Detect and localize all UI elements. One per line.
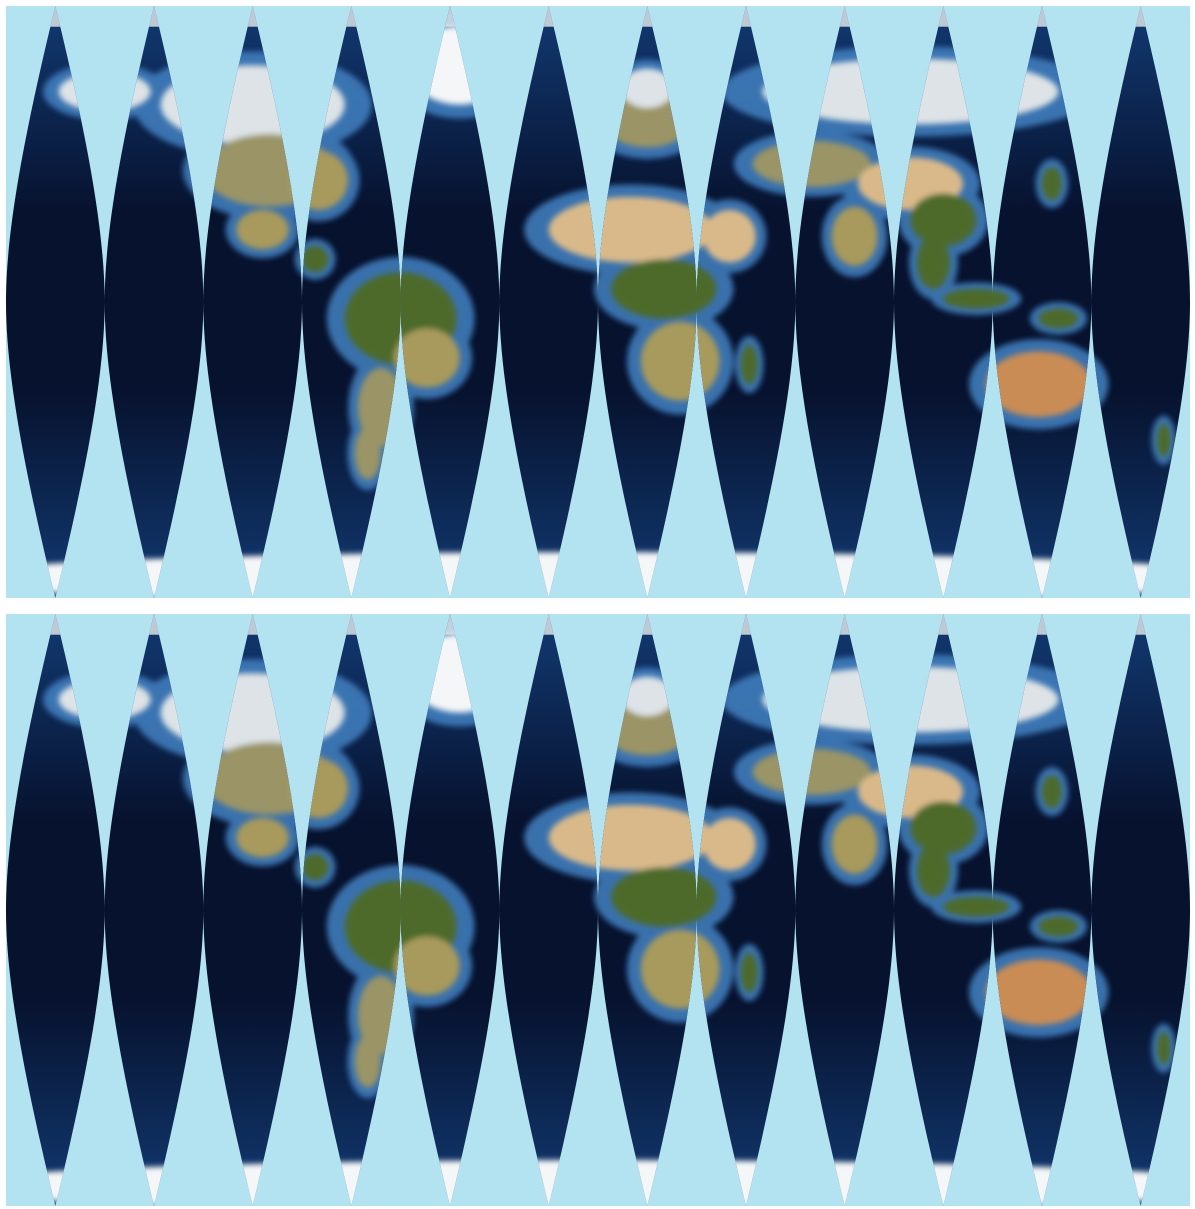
interrupted-gore-map-bottom	[6, 614, 1190, 1206]
land-mexico	[236, 817, 289, 858]
land-scandinavia	[621, 68, 674, 108]
land-indochina	[917, 844, 950, 897]
land-india	[831, 814, 878, 874]
land-borneo-sumatra	[943, 896, 1010, 917]
land-new-guinea	[1038, 916, 1079, 937]
land-borneo-sumatra	[943, 288, 1010, 309]
land-south-china	[910, 193, 977, 247]
land-brazil-south	[394, 328, 460, 388]
land-patagonia	[354, 1034, 381, 1088]
land-southern-africa	[640, 929, 720, 1009]
land-scandinavia	[621, 676, 674, 716]
land-brazil-south	[394, 936, 460, 996]
land-japan	[1042, 775, 1062, 809]
land-new-zealand	[1157, 423, 1171, 457]
land-arabia	[703, 817, 756, 871]
land-australia	[986, 351, 1092, 418]
land-new-guinea	[1038, 308, 1079, 329]
land-central-africa	[611, 867, 717, 927]
land-japan	[1042, 167, 1062, 201]
land-south-china	[910, 801, 977, 855]
land-mexico	[236, 209, 289, 250]
land-madagascar	[741, 344, 758, 385]
land-indochina	[917, 236, 950, 289]
land-central-africa	[611, 259, 717, 319]
land-sahara	[548, 804, 714, 871]
gore-map-panel-bottom	[6, 614, 1190, 1206]
interrupted-gore-map-top	[6, 6, 1190, 598]
land-central-america	[302, 854, 329, 881]
land-madagascar	[741, 952, 758, 993]
gore-map-panel-top	[6, 6, 1190, 598]
land-southern-africa	[640, 321, 720, 401]
land-arabia	[703, 209, 756, 263]
land-patagonia	[354, 426, 381, 480]
land-central-america	[302, 246, 329, 273]
land-new-zealand	[1157, 1031, 1171, 1065]
land-sahara	[548, 196, 714, 263]
land-india	[831, 206, 878, 266]
land-australia	[986, 959, 1092, 1026]
